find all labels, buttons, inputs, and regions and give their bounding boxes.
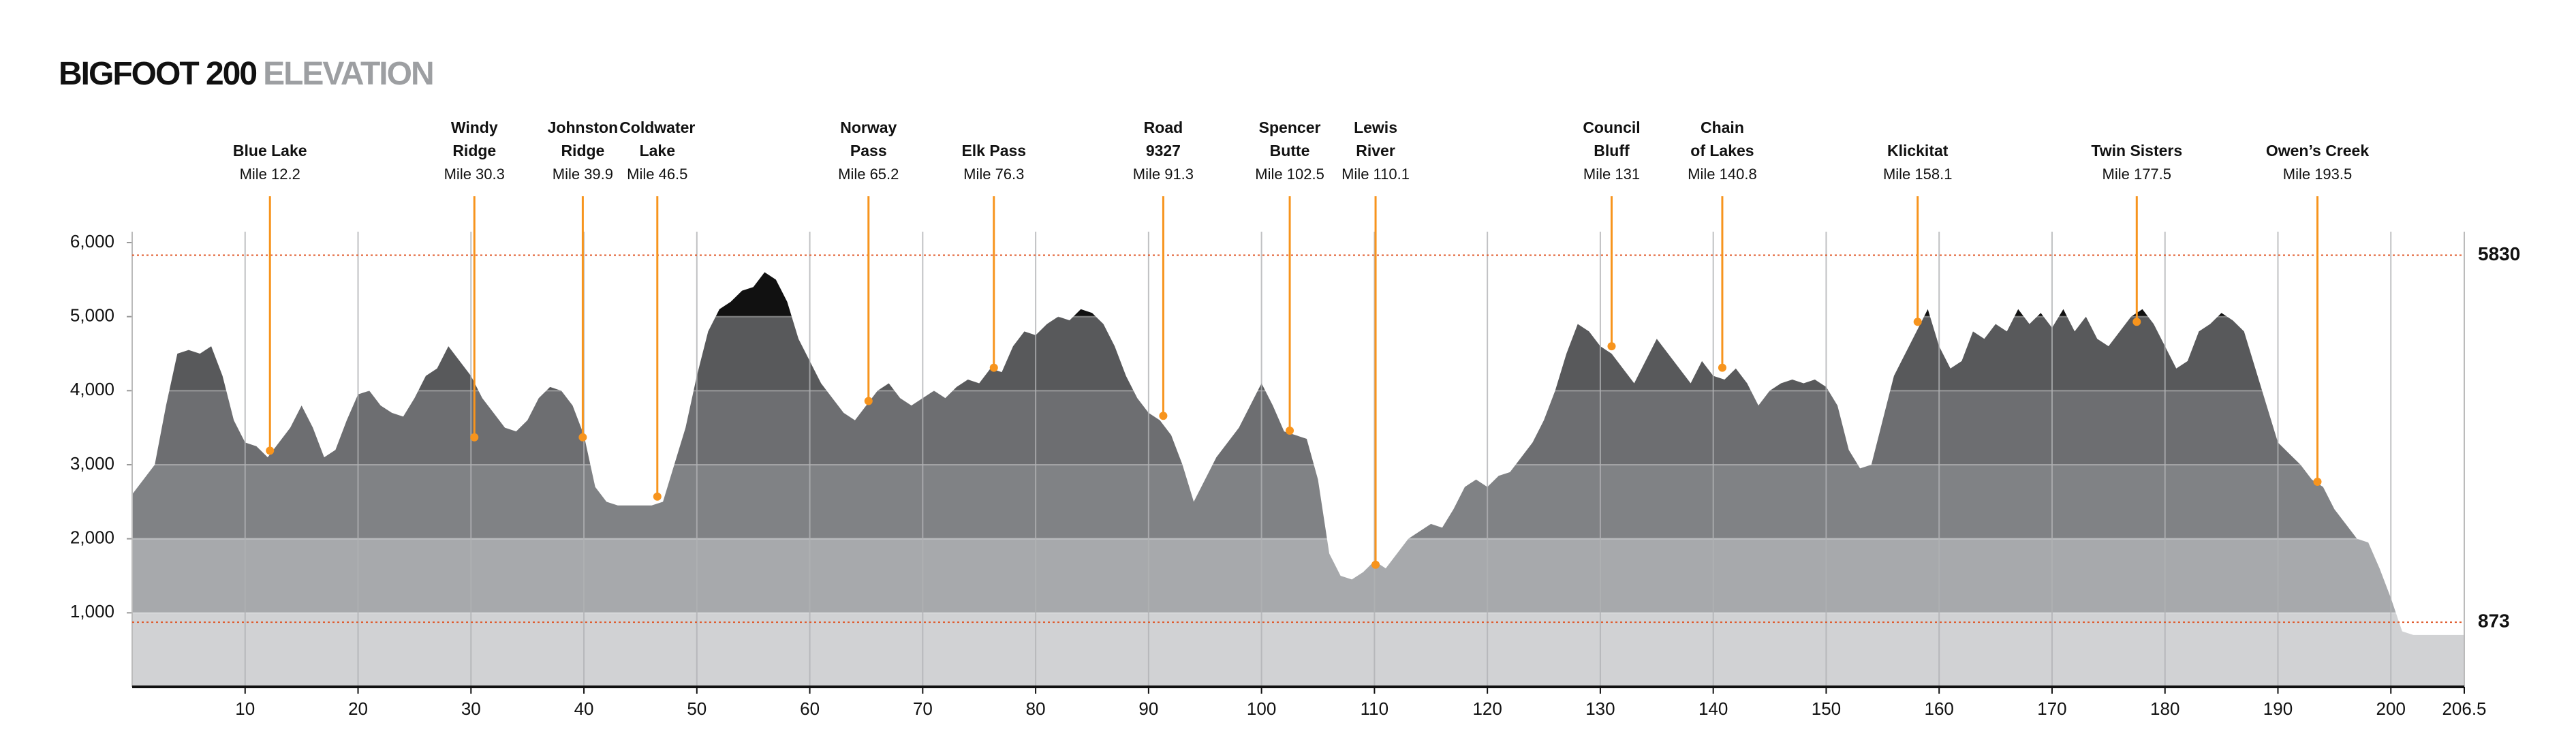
y-tick-label: 1,000 [70, 601, 114, 621]
waypoint-mile: Mile 30.3 [444, 166, 505, 183]
x-tick-label: 206.5 [2442, 698, 2486, 719]
x-tick-label: 140 [1698, 698, 1728, 719]
waypoint-mile: Mile 158.1 [1883, 166, 1953, 183]
reference-label: 5830 [2478, 243, 2520, 264]
waypoint-mile: Mile 65.2 [838, 166, 899, 183]
waypoint-name: Elk Pass [961, 142, 1026, 159]
y-tick-label: 4,000 [70, 379, 114, 399]
reference-label: 873 [2478, 611, 2510, 632]
x-tick-label: 90 [1138, 698, 1158, 719]
waypoint-name: Windy [451, 119, 498, 136]
waypoint-name: 9327 [1146, 142, 1181, 159]
waypoint-name: Council [1583, 119, 1640, 136]
waypoint-dot [1159, 412, 1168, 420]
x-tick-label: 10 [235, 698, 255, 719]
x-tick-label: 200 [2376, 698, 2406, 719]
waypoint-dot [1286, 427, 1294, 435]
waypoint-mile: Mile 46.5 [627, 166, 687, 183]
waypoint-mile: Mile 177.5 [2102, 166, 2172, 183]
x-tick-label: 40 [574, 698, 594, 719]
waypoint-name: Ridge [452, 142, 496, 159]
chart-title: BIGFOOT 200 ELEVATION [59, 56, 433, 92]
waypoint-dot [266, 446, 275, 455]
waypoint-name: Ridge [561, 142, 604, 159]
waypoint-dot [578, 433, 587, 442]
x-tick-label: 60 [800, 698, 820, 719]
waypoint-name: Blue Lake [233, 142, 307, 159]
title-sub: ELEVATION [263, 56, 433, 92]
x-tick-label: 30 [461, 698, 481, 719]
y-tick-label: 2,000 [70, 527, 114, 548]
waypoint-name: Coldwater [619, 119, 695, 136]
waypoint-name: River [1356, 142, 1395, 159]
x-tick-label: 20 [348, 698, 368, 719]
waypoint-dot [1607, 342, 1616, 351]
x-tick-label: 70 [913, 698, 933, 719]
waypoint-mile: Mile 12.2 [240, 166, 300, 183]
waypoint-mile: Mile 102.5 [1255, 166, 1324, 183]
waypoint-name: of Lakes [1690, 142, 1754, 159]
waypoint-name: Johnston [548, 119, 619, 136]
x-tick-label: 190 [2263, 698, 2293, 719]
x-tick-label: 150 [1812, 698, 1841, 719]
x-tick-label: 80 [1026, 698, 1046, 719]
x-tick-label: 160 [1925, 698, 1954, 719]
waypoint-mile: Mile 110.1 [1341, 166, 1410, 183]
waypoint-name: Bluff [1594, 142, 1630, 159]
waypoint-name: Pass [850, 142, 887, 159]
y-tick-label: 6,000 [70, 231, 114, 251]
waypoint-dot [470, 433, 479, 442]
waypoint-name: Road [1144, 119, 1183, 136]
waypoint-name: Twin Sisters [2091, 142, 2182, 159]
waypoint-dot [653, 492, 662, 501]
waypoint-dot [1913, 318, 1922, 326]
x-tick-label: 100 [1247, 698, 1276, 719]
waypoint-name: Lewis [1354, 119, 1397, 136]
waypoint-dot [1718, 363, 1726, 372]
waypoint-name: Klickitat [1887, 142, 1949, 159]
waypoint-name: Norway [840, 119, 897, 136]
waypoint-name: Butte [1270, 142, 1310, 159]
x-tick-label: 120 [1472, 698, 1502, 719]
x-tick-label: 170 [2037, 698, 2066, 719]
waypoint-mile: Mile 140.8 [1688, 166, 1757, 183]
waypoint-mile: Mile 91.3 [1133, 166, 1194, 183]
waypoint-dot [1371, 560, 1380, 569]
x-tick-label: 50 [687, 698, 707, 719]
waypoint-name: Owen’s Creek [2266, 142, 2369, 159]
title-main: BIGFOOT 200 [59, 56, 256, 92]
waypoint-dot [989, 363, 998, 372]
x-tick-label: 110 [1361, 698, 1388, 719]
x-tick-label: 180 [2150, 698, 2179, 719]
waypoint-name: Spencer [1259, 119, 1321, 136]
waypoint-dot [864, 397, 873, 405]
x-tick-label: 130 [1585, 698, 1615, 719]
waypoint-dot [2132, 318, 2141, 326]
waypoint-mile: Mile 76.3 [963, 166, 1024, 183]
waypoint-name: Lake [640, 142, 675, 159]
y-tick-label: 5,000 [70, 305, 114, 326]
waypoint-mile: Mile 39.9 [553, 166, 613, 183]
waypoint-dot [2313, 477, 2322, 486]
waypoint-mile: Mile 131 [1583, 166, 1640, 183]
waypoint-name: Chain [1701, 119, 1744, 136]
waypoint-mile: Mile 193.5 [2283, 166, 2353, 183]
y-tick-label: 3,000 [70, 453, 114, 474]
elevation-area [132, 272, 2464, 687]
